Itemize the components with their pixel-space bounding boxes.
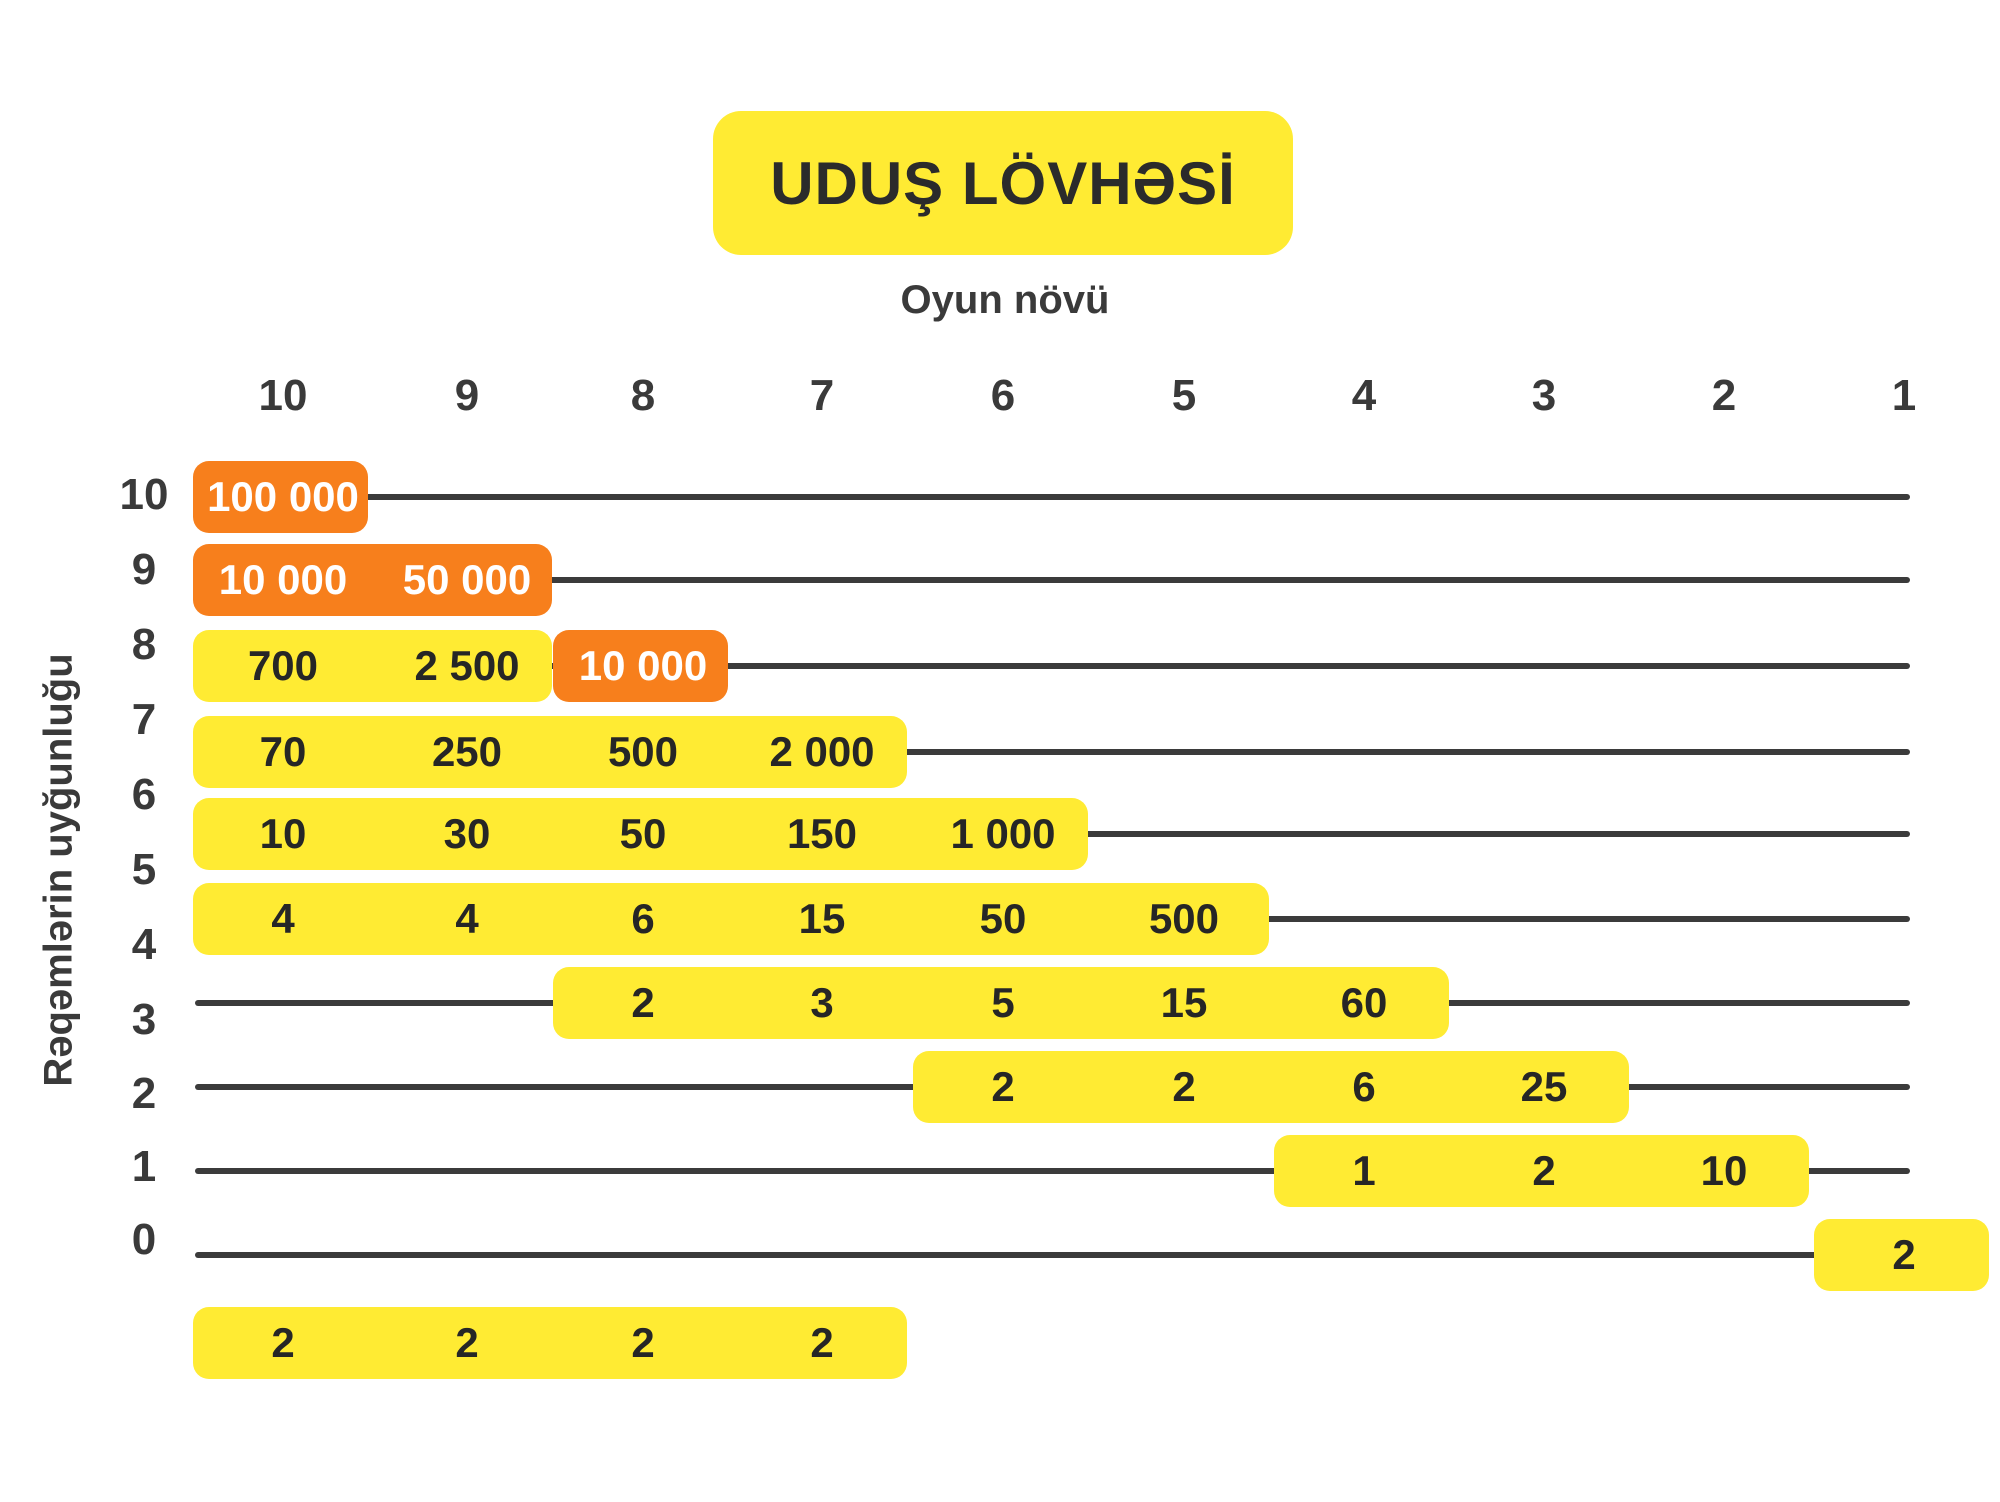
prize-value-row-0-col-9: 2 [455, 1319, 479, 1366]
prize-value-row-4-col-5: 15 [1160, 979, 1208, 1026]
prize-value-row-8-col-8: 10 000 [578, 642, 708, 689]
prize-value-row-7-col-10: 70 [259, 728, 307, 775]
prize-value-row-3-col-6: 2 [991, 1063, 1015, 1110]
prize-value-row-0-col-8: 2 [631, 1319, 655, 1366]
column-header-2: 2 [1711, 371, 1737, 420]
prize-value-row-4-col-7: 3 [810, 979, 834, 1026]
column-header-9: 9 [454, 371, 480, 420]
prize-value-row-8-col-9: 2 500 [414, 642, 520, 689]
row-header-1: 1 [131, 1142, 157, 1191]
prize-band-row-7 [193, 716, 907, 788]
prize-value-row-6-col-8: 50 [619, 810, 667, 857]
prize-band-row-8 [193, 630, 552, 702]
row-header-10: 10 [119, 470, 169, 519]
prize-value-row-9-col-9: 50 000 [402, 556, 532, 603]
prize-band-row-3 [913, 1051, 1629, 1123]
grid-line [195, 749, 1910, 755]
row-header-4: 4 [131, 920, 157, 969]
prize-band-row-0 [193, 1307, 907, 1379]
prize-value-row-0-col-10: 2 [271, 1319, 295, 1366]
column-header-7: 7 [809, 371, 835, 420]
prize-value-row-2-col-2: 10 [1700, 1147, 1748, 1194]
prize-band-row-4 [553, 967, 1449, 1039]
column-header-4: 4 [1351, 371, 1377, 420]
prize-band-row-1 [1814, 1219, 1989, 1291]
row-header-7: 7 [131, 695, 157, 744]
grid-line [195, 1252, 1910, 1258]
prize-value-row-5-col-7: 15 [798, 895, 846, 942]
prize-value-row-5-col-10: 4 [271, 895, 295, 942]
prize-value-row-4-col-8: 2 [631, 979, 655, 1026]
prize-value-row-3-col-3: 25 [1520, 1063, 1568, 1110]
prize-value-row-7-col-9: 250 [431, 728, 503, 775]
column-header-5: 5 [1171, 371, 1197, 420]
prize-band-row-5 [193, 883, 1269, 955]
row-header-6: 6 [131, 770, 157, 819]
prize-value-row-3-col-5: 2 [1172, 1063, 1196, 1110]
prize-band-row-10 [193, 461, 368, 533]
prize-value-row-2-col-3: 2 [1532, 1147, 1556, 1194]
prize-band-row-6 [193, 798, 1088, 870]
prize-value-row-6-col-9: 30 [443, 810, 491, 857]
prize-band-row-8 [553, 630, 728, 702]
prize-value-row-5-col-5: 500 [1148, 895, 1220, 942]
column-header-8: 8 [630, 371, 656, 420]
prize-value-row-3-col-4: 6 [1352, 1063, 1376, 1110]
row-header-2: 2 [131, 1069, 157, 1118]
row-header-9: 9 [131, 545, 157, 594]
grid-line [195, 1168, 1910, 1174]
row-header-3: 3 [131, 995, 157, 1044]
prize-value-row-0-col-7: 2 [810, 1319, 834, 1366]
prize-value-row-10-col-10: 100 000 [207, 473, 359, 520]
prize-value-row-6-col-10: 10 [259, 810, 307, 857]
prize-value-row-4-col-4: 60 [1340, 979, 1388, 1026]
prize-band-row-2 [1274, 1135, 1809, 1207]
row-header-0: 0 [131, 1215, 157, 1264]
prize-value-row-2-col-4: 1 [1352, 1147, 1376, 1194]
grid-line [195, 663, 1910, 669]
prize-value-row-6-col-7: 150 [786, 810, 858, 857]
page-title: UDUŞ LÖVHƏSİ [770, 149, 1236, 217]
title-banner: UDUŞ LÖVHƏSİ [713, 111, 1293, 255]
prize-value-row-7-col-8: 500 [607, 728, 679, 775]
row-header-8: 8 [131, 620, 157, 669]
row-header-5: 5 [131, 845, 157, 894]
prize-value-row-1-col-1: 2 [1892, 1231, 1916, 1278]
column-header-6: 6 [990, 371, 1016, 420]
column-header-3: 3 [1531, 371, 1557, 420]
column-header-1: 1 [1891, 371, 1917, 420]
column-header-10: 10 [258, 371, 308, 420]
grid-line [195, 494, 1910, 500]
prize-value-row-4-col-6: 5 [991, 979, 1015, 1026]
x-axis-title: Oyun növü [900, 278, 1110, 322]
prize-value-row-5-col-8: 6 [631, 895, 655, 942]
prize-value-row-8-col-10: 700 [247, 642, 319, 689]
prize-value-row-5-col-9: 4 [455, 895, 479, 942]
grid-line [195, 577, 1910, 583]
prize-value-row-5-col-6: 50 [979, 895, 1027, 942]
prize-value-row-7-col-7: 2 000 [769, 728, 875, 775]
prize-value-row-9-col-10: 10 000 [218, 556, 348, 603]
y-axis-title: Rəqəmlərin uyğunluğu [36, 653, 81, 1087]
prize-band-row-9 [193, 544, 552, 616]
prize-value-row-6-col-6: 1 000 [950, 810, 1056, 857]
